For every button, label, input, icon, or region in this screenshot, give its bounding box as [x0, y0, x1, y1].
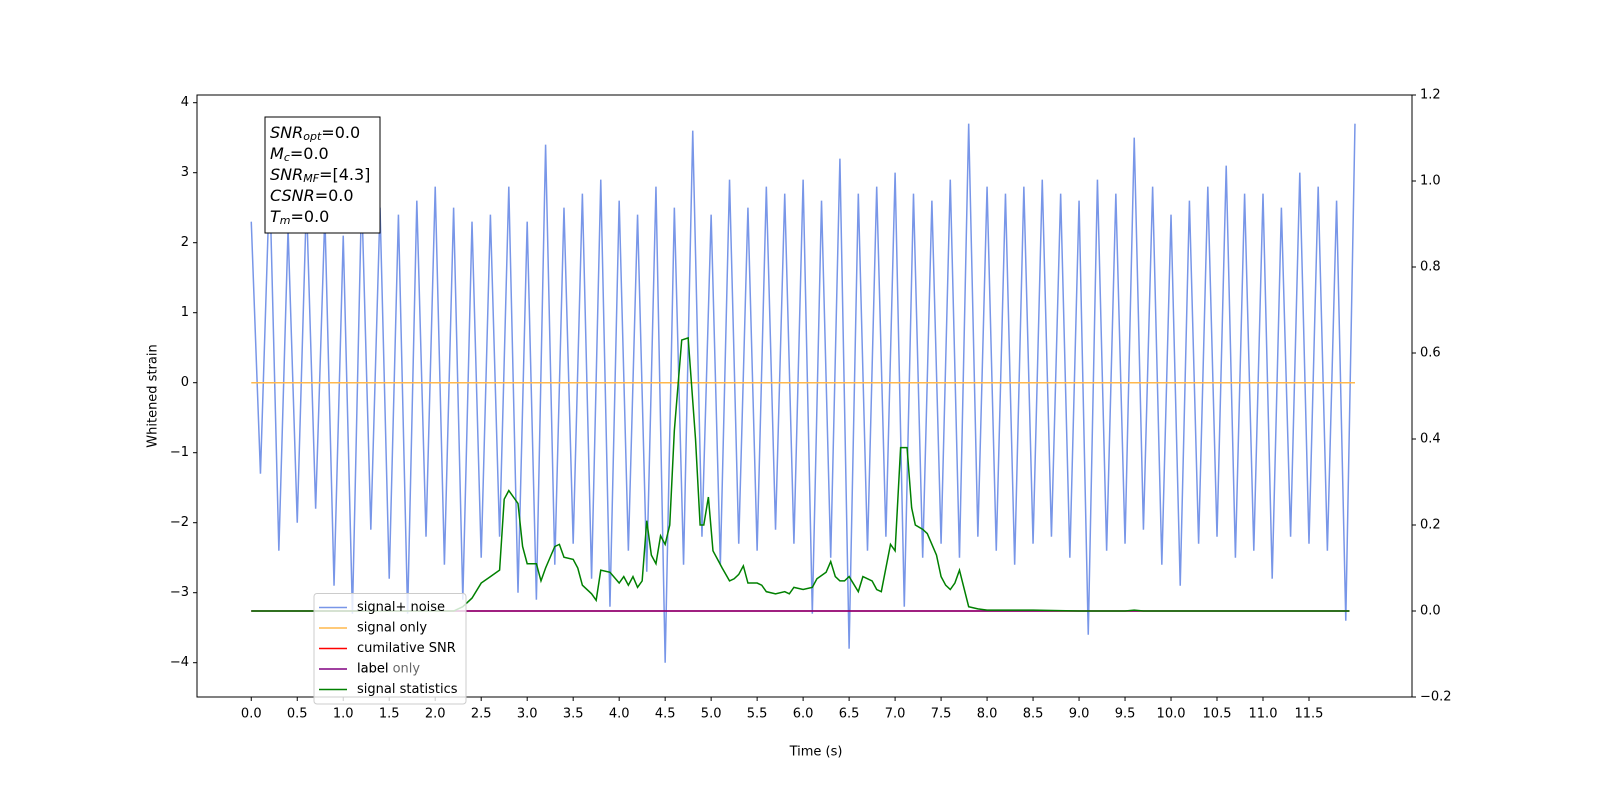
legend-overlapped-text: label only: [357, 662, 420, 677]
legend: label only signal+ noise signal only cumila…: [313, 593, 467, 705]
y-tick-label: 2: [181, 235, 189, 250]
series-line: [251, 336, 1350, 612]
legend-label: signal+ noise: [357, 600, 445, 615]
annotation-symbol: SNR: [270, 123, 303, 142]
x-tick-label: 5.5: [747, 707, 768, 722]
y2-tick-label: 0.4: [1420, 432, 1441, 447]
x-tick-label: 0.5: [287, 707, 308, 722]
x-axis-label: Time (s): [789, 745, 843, 760]
annotation-line: SNRopt=0.0: [270, 123, 360, 144]
annotation-line: Tm=0.0: [270, 207, 329, 228]
legend-label: cumilative SNR: [357, 641, 456, 656]
x-tick-label: 4.5: [655, 707, 676, 722]
annotation-symbol: CSNR: [270, 186, 315, 205]
x-tick-label: 10.5: [1203, 707, 1232, 722]
x-tick-label: 11.5: [1295, 707, 1324, 722]
y-tick-label: 1: [181, 305, 189, 320]
x-tick-label: 2.5: [471, 707, 492, 722]
y2-tick-label: 1.2: [1420, 88, 1441, 103]
y-tick-label: −2: [170, 515, 189, 530]
legend-box: [313, 593, 467, 705]
annotation-subscript: opt: [303, 130, 322, 143]
x-tick-label: 2.0: [425, 707, 446, 722]
y-tick-label: 3: [181, 165, 189, 180]
x-tick-label: 3.0: [517, 707, 538, 722]
legend-label: label: [357, 662, 388, 677]
annotation-text: =0.0: [321, 123, 360, 142]
x-tick-label: 5.0: [701, 707, 722, 722]
x-tick-label: 1.5: [379, 707, 400, 722]
annotation-subscript: MF: [303, 172, 319, 185]
annotation-subscript: m: [280, 214, 291, 227]
x-tick-label: 4.0: [609, 707, 630, 722]
annotation-text: =0.0: [291, 207, 330, 226]
y2-tick-label: 1.0: [1420, 174, 1441, 189]
y2-tick-label: 0.8: [1420, 260, 1441, 275]
annotation-box: [264, 116, 381, 234]
x-tick-label: 3.5: [563, 707, 584, 722]
annotation-line: CSNR=0.0: [270, 186, 354, 205]
x-tick-label: 8.5: [1023, 707, 1044, 722]
y-tick-label: 4: [181, 95, 189, 110]
y-tick-label: −1: [170, 445, 189, 460]
annotation-text: =0.0: [315, 186, 354, 205]
annotation-text: =[4.3]: [319, 165, 370, 184]
x-tick-label: 10.0: [1157, 707, 1186, 722]
y2-tick-label: 0.6: [1420, 346, 1441, 361]
x-tick-label: 8.0: [977, 707, 998, 722]
x-tick-label: 0.0: [241, 707, 262, 722]
annotation-symbol: M: [270, 144, 284, 163]
y2-tick-label: 0.2: [1420, 518, 1441, 533]
x-tick-label: 9.5: [1115, 707, 1136, 722]
annotation: SNRopt=0.0Mc=0.0SNRMF=[4.3]CSNR=0.0Tm=0.…: [264, 116, 381, 234]
series-line: [250, 123, 1356, 663]
y-tick-label: −4: [170, 655, 189, 670]
x-tick-label: 1.0: [333, 707, 354, 722]
annotation-text: =0.0: [290, 144, 329, 163]
x-tick-label: 6.5: [839, 707, 860, 722]
y-tick-label: −3: [170, 585, 189, 600]
legend-label: signal only: [357, 621, 427, 636]
annotation-symbol: SNR: [270, 165, 303, 184]
y-tick-label: 0: [181, 375, 189, 390]
plot-frame: [196, 94, 1413, 698]
x-tick-label: 7.5: [931, 707, 952, 722]
x-tick-label: 11.0: [1249, 707, 1278, 722]
x-tick-label: 9.0: [1069, 707, 1090, 722]
y2-tick-label: 0.0: [1420, 604, 1441, 619]
x-tick-label: 7.0: [885, 707, 906, 722]
x-tick-label: 6.0: [793, 707, 814, 722]
annotation-line: Mc=0.0: [270, 144, 329, 165]
y-axis-label: Whitened strain: [146, 344, 161, 447]
annotation-line: SNRMF=[4.3]: [270, 165, 370, 186]
annotation-symbol: T: [270, 207, 281, 226]
y2-tick-label: −0.2: [1420, 690, 1452, 705]
annotation-subscript: c: [284, 151, 290, 164]
legend-label: signal statistics: [357, 682, 458, 697]
